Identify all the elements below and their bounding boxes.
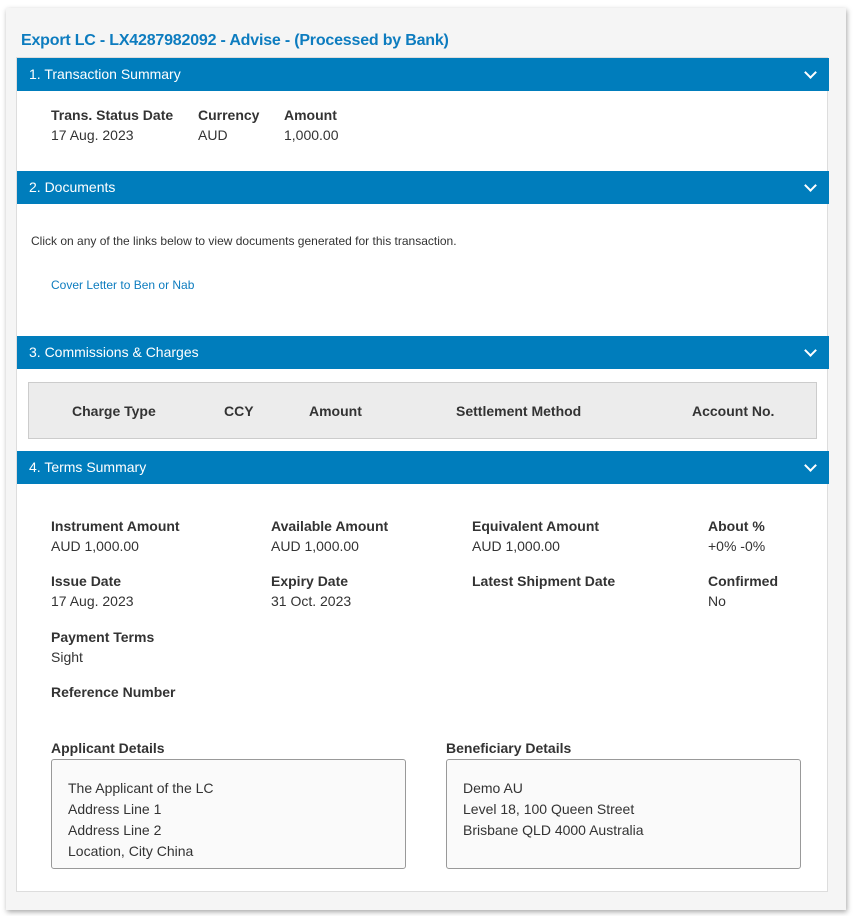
section-title: 4. Terms Summary: [29, 459, 147, 475]
section-header-terms-summary[interactable]: 4. Terms Summary: [17, 451, 829, 484]
column-header[interactable]: Settlement Method: [456, 403, 582, 419]
field-instrument-amount: Instrument Amount AUD 1,000.00: [51, 518, 180, 554]
field-expiry-date: Expiry Date 31 Oct. 2023: [271, 573, 352, 609]
column-header[interactable]: CCY: [224, 403, 254, 419]
section-header-commissions[interactable]: 3. Commissions & Charges: [17, 336, 829, 369]
field-about-percent: About % +0% -0%: [708, 518, 766, 554]
field-amount: Amount 1,000.00: [284, 107, 339, 143]
field-equivalent-amount: Equivalent Amount AUD 1,000.00: [472, 518, 600, 554]
applicant-details-label: Applicant Details: [51, 740, 165, 756]
column-header[interactable]: Account No.: [692, 403, 775, 419]
field-confirmed: Confirmed No: [708, 573, 778, 609]
section-title: 2. Documents: [29, 179, 116, 195]
document-link[interactable]: Cover Letter to Ben or Nab: [51, 278, 195, 292]
beneficiary-details-label: Beneficiary Details: [446, 740, 572, 756]
section-title: 1. Transaction Summary: [29, 66, 181, 82]
chevron-down-icon[interactable]: [804, 179, 817, 192]
section-header-transaction-summary[interactable]: 1. Transaction Summary: [17, 58, 829, 91]
chevron-down-icon[interactable]: [804, 344, 817, 357]
section-header-documents[interactable]: 2. Documents: [17, 171, 829, 204]
chevron-down-icon[interactable]: [804, 459, 817, 472]
field-payment-terms: Payment Terms Sight: [51, 629, 155, 665]
field-status-date: Trans. Status Date 17 Aug. 2023: [51, 107, 174, 143]
section-title: 3. Commissions & Charges: [29, 344, 199, 360]
charges-table-header: Charge Type CCY Amount Settlement Method…: [28, 382, 817, 439]
beneficiary-details-box: Demo AU Level 18, 100 Queen Street Brisban…: [446, 759, 801, 869]
column-header[interactable]: Amount: [309, 403, 362, 419]
documents-instruction: Click on any of the links below to view …: [31, 234, 457, 248]
field-latest-shipment-date: Latest Shipment Date: [472, 573, 616, 589]
applicant-details-box: The Applicant of the LC Address Line 1 Add…: [51, 759, 406, 869]
field-issue-date: Issue Date 17 Aug. 2023: [51, 573, 134, 609]
field-available-amount: Available Amount AUD 1,000.00: [271, 518, 389, 554]
chevron-down-icon[interactable]: [804, 66, 817, 79]
page-title: Export LC - LX4287982092 - Advise - (Pro…: [21, 32, 449, 49]
field-currency: Currency AUD: [198, 107, 260, 143]
column-header[interactable]: Charge Type: [72, 403, 156, 419]
field-reference-number: Reference Number: [51, 684, 176, 700]
transaction-panel: 1. Transaction Summary Trans. Status Dat…: [16, 57, 829, 892]
